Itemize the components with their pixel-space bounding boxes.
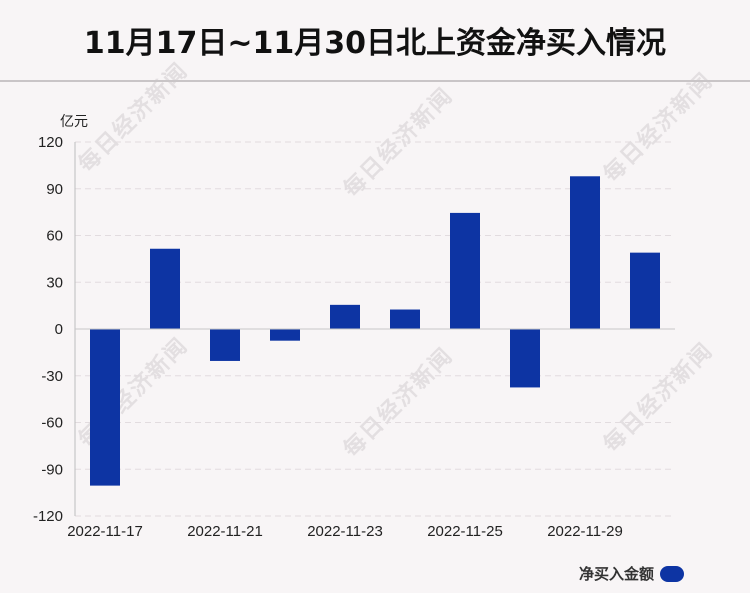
y-tick-label: -120 [33, 508, 63, 525]
y-tick-label: -90 [41, 461, 63, 478]
y-tick-label: 0 [55, 321, 63, 338]
legend-label: 净买入金额 [578, 565, 654, 583]
bar [330, 304, 360, 329]
y-unit-label: 亿元 [60, 114, 88, 130]
bar [390, 309, 420, 329]
y-tick-label: -60 [41, 415, 63, 432]
bar [210, 329, 240, 361]
bar [570, 176, 600, 329]
bar [270, 329, 300, 341]
title-divider [0, 80, 750, 82]
bar [150, 248, 180, 329]
x-tick-label: 2022-11-17 [67, 523, 143, 540]
x-tick-label: 2022-11-29 [547, 523, 623, 540]
y-tick-label: 30 [46, 274, 63, 291]
bar [90, 329, 120, 486]
y-tick-label: 120 [38, 134, 63, 151]
x-tick-label: 2022-11-23 [307, 523, 383, 540]
bar [630, 252, 660, 329]
x-tick-label: 2022-11-25 [427, 523, 503, 540]
y-tick-label: -30 [41, 368, 63, 385]
y-tick-label: 90 [46, 181, 63, 198]
y-tick-label: 60 [46, 228, 63, 245]
legend-swatch [660, 565, 684, 582]
chart-title: 11月17日~11月30日北上资金净买入情况 [83, 26, 667, 61]
bar [450, 212, 480, 329]
x-tick-label: 2022-11-21 [187, 523, 263, 540]
bar [510, 329, 540, 388]
legend: 净买入金额 [579, 563, 684, 584]
